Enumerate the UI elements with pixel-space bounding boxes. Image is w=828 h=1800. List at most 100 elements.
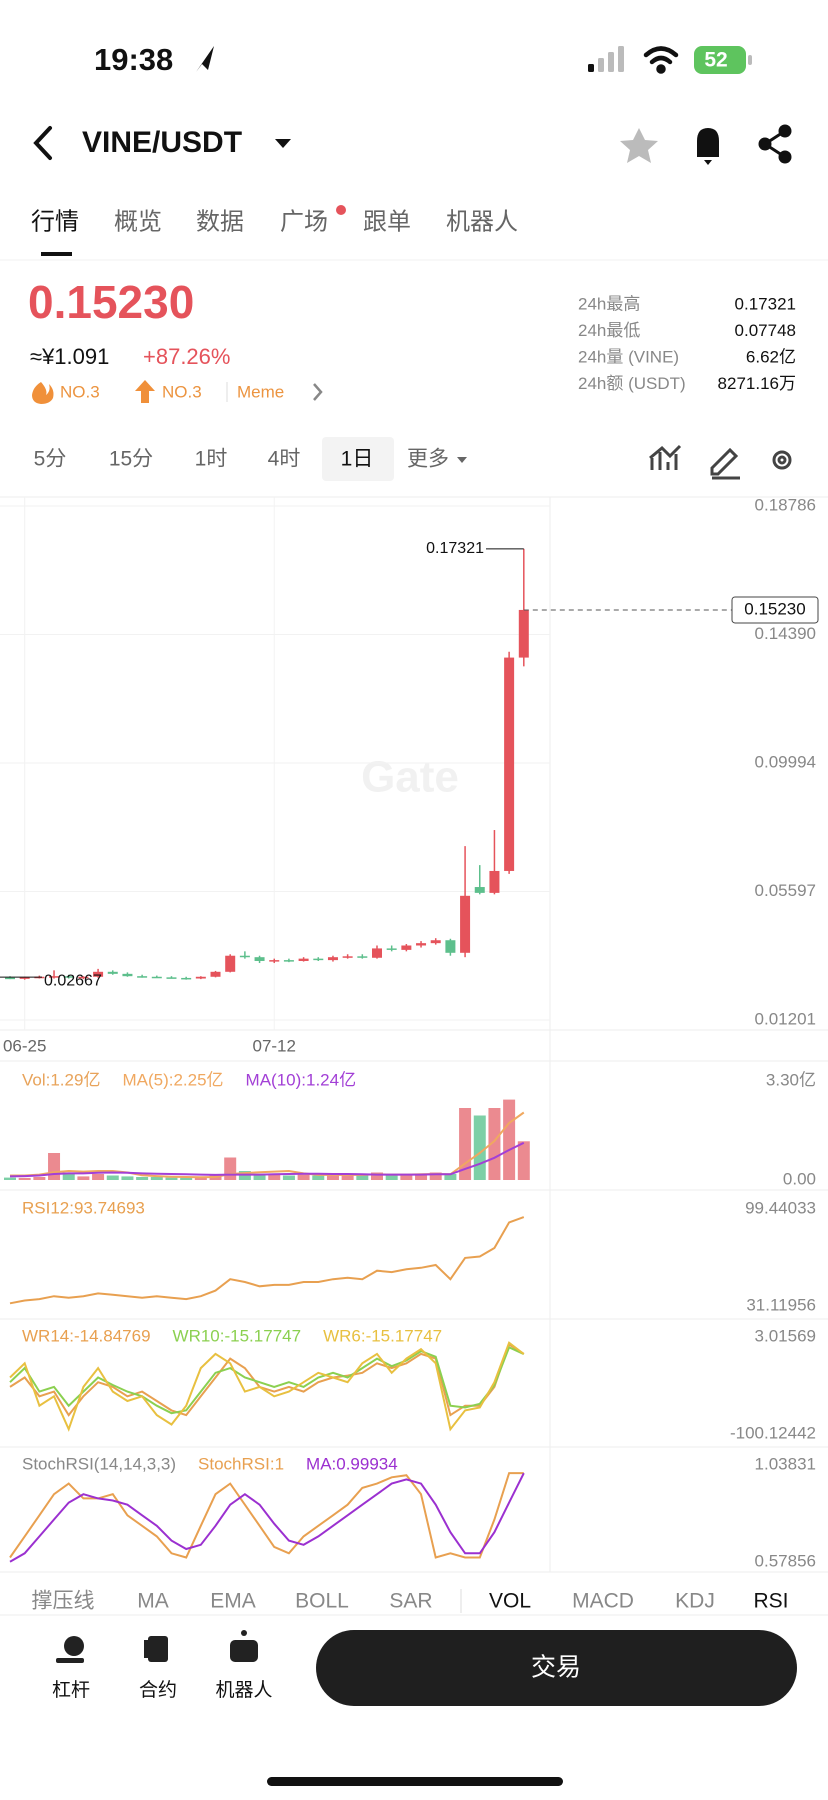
series-line <box>9 1342 525 1417</box>
volume-bar <box>180 1177 193 1180</box>
candle-body <box>342 956 353 958</box>
volume-bar <box>106 1175 119 1180</box>
candle-body <box>327 957 338 961</box>
tab-underline <box>41 252 72 256</box>
interval[interactable]: 4时 <box>268 448 301 471</box>
legend-entry: WR14:-14.84769 <box>22 1326 151 1345</box>
share-icon[interactable] <box>758 124 792 164</box>
chart-tools[interactable] <box>649 444 792 480</box>
favorite-icon[interactable] <box>620 128 658 163</box>
interval[interactable]: 更多 <box>407 448 449 471</box>
volume-bar <box>282 1175 295 1180</box>
indicator-tab[interactable]: MACD <box>572 1590 634 1613</box>
badge: Meme <box>237 382 284 401</box>
indicator-tab[interactable]: 撑压线 <box>32 1590 95 1613</box>
indicator-tab[interactable]: VOL <box>489 1590 531 1613</box>
candle-body <box>518 609 529 658</box>
nav-icons[interactable] <box>56 1630 258 1663</box>
last-price-label: 0.15230 <box>744 599 805 618</box>
volume-bar <box>77 1176 90 1180</box>
indicator-tab[interactable]: RSI <box>753 1590 788 1613</box>
y-tick-label: 0.05597 <box>755 881 816 900</box>
x-tick-label: 07-12 <box>252 1036 295 1055</box>
y-tick-label: 3.30亿 <box>766 1070 816 1089</box>
y-tick-label: 0.18786 <box>755 495 816 514</box>
pair-title[interactable]: VINE/USDT <box>82 126 242 159</box>
tab[interactable]: 跟单 <box>363 208 411 235</box>
back-button[interactable] <box>33 126 52 160</box>
volume-bar <box>429 1172 442 1180</box>
max-label: 0.17321 <box>426 540 484 557</box>
y-tick-label: 31.11956 <box>746 1295 816 1314</box>
y-tick-label: -100.12442 <box>730 1423 816 1442</box>
alert-icon[interactable] <box>697 128 719 165</box>
volume-bar <box>400 1175 413 1180</box>
volume-bar <box>268 1174 281 1180</box>
candle-body <box>372 948 382 958</box>
last-price: 0.15230 <box>28 276 194 328</box>
candle-body <box>254 957 265 961</box>
legend-entry: Vol:1.29亿 <box>22 1070 100 1089</box>
stat-label: 24h额 (USDT) <box>578 374 686 393</box>
candle-body <box>357 956 368 958</box>
series-line <box>9 1341 525 1432</box>
indicator-tab[interactable]: SAR <box>389 1590 432 1613</box>
y-tick-label: 0.00 <box>783 1169 816 1188</box>
nav-label[interactable]: 合约 <box>139 1679 177 1701</box>
candle-body <box>49 976 60 978</box>
home-indicator <box>267 1777 563 1786</box>
tab[interactable]: 数据 <box>196 208 244 235</box>
candle-body <box>225 955 236 972</box>
candle-body <box>445 940 456 953</box>
panel-title: StochRSI(14,14,3,3) <box>22 1454 176 1473</box>
nav-label[interactable]: 机器人 <box>215 1679 272 1701</box>
stat-value: 6.62亿 <box>746 347 796 366</box>
wifi-icon <box>643 46 679 74</box>
last-price-box <box>731 596 819 624</box>
indicator-tab[interactable]: BOLL <box>295 1590 349 1613</box>
nav-label[interactable]: 杠杆 <box>52 1679 90 1701</box>
tab[interactable]: 广场 <box>280 208 328 235</box>
interval[interactable]: 1时 <box>195 448 228 471</box>
badge: NO.3 <box>162 382 202 401</box>
interval[interactable]: 15分 <box>109 448 153 471</box>
candle-body <box>151 976 162 979</box>
battery-level: 52 <box>704 49 727 72</box>
volume-bar <box>33 1177 46 1180</box>
tab[interactable]: 概览 <box>114 208 162 235</box>
candle-body <box>19 977 30 979</box>
pair-dropdown[interactable] <box>275 139 291 148</box>
volume-bar <box>253 1174 266 1180</box>
candle-body <box>401 945 412 950</box>
volume-bar <box>444 1174 457 1180</box>
more-caret[interactable] <box>457 457 467 463</box>
chevron[interactable] <box>313 383 323 401</box>
y-tick-label: 3.01569 <box>755 1326 816 1345</box>
interval[interactable]: 1日 <box>341 448 374 471</box>
volume-bar <box>517 1141 530 1180</box>
y-tick-label: 1.03831 <box>755 1454 816 1473</box>
stat-label: 24h量 (VINE) <box>578 347 679 366</box>
tab[interactable]: 机器人 <box>446 208 518 235</box>
battery <box>694 46 746 74</box>
candle-body <box>504 657 515 871</box>
indicator-tab[interactable]: MA <box>137 1590 169 1613</box>
volume-bar <box>121 1176 134 1180</box>
interval-selected-bg <box>322 437 394 481</box>
volume-bar <box>62 1172 75 1180</box>
tab[interactable]: 行情 <box>31 208 79 235</box>
trade-button-label[interactable]: 交易 <box>531 1654 581 1682</box>
y-tick-label: 0.09994 <box>755 752 816 771</box>
min-label: 0.02667 <box>44 972 102 989</box>
volume-bar <box>326 1174 339 1180</box>
indicator-tab[interactable]: EMA <box>210 1590 256 1613</box>
x-tick-label: 06-25 <box>3 1036 46 1055</box>
interval[interactable]: 5分 <box>34 448 67 471</box>
indicator-tab[interactable]: KDJ <box>675 1590 715 1613</box>
trade-button[interactable] <box>316 1630 797 1706</box>
y-tick-label: 0.57856 <box>755 1551 816 1570</box>
candle-body <box>298 958 309 961</box>
tab-badge-dot <box>336 205 346 215</box>
legend-entry: MA(10):1.24亿 <box>246 1070 357 1089</box>
chart-frame <box>0 496 828 1573</box>
